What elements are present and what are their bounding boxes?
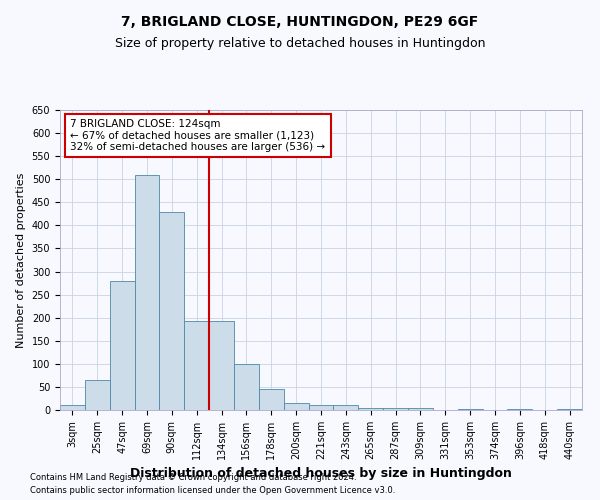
Bar (184, 321, 209, 410)
Bar (358, 408, 383, 410)
Bar (110, 281, 134, 410)
Bar (259, 389, 284, 410)
Bar (308, 406, 334, 410)
Bar (134, 174, 160, 410)
Text: Contains public sector information licensed under the Open Government Licence v3: Contains public sector information licen… (30, 486, 395, 495)
Bar (234, 364, 259, 410)
Bar (209, 321, 234, 410)
Text: Size of property relative to detached houses in Huntingdon: Size of property relative to detached ho… (115, 38, 485, 51)
Bar (508, 408, 532, 410)
Bar (160, 212, 184, 410)
Text: Contains HM Land Registry data © Crown copyright and database right 2024.: Contains HM Land Registry data © Crown c… (30, 474, 356, 482)
X-axis label: Distribution of detached houses by size in Huntingdon: Distribution of detached houses by size … (130, 468, 512, 480)
Bar (557, 408, 582, 410)
Text: 7 BRIGLAND CLOSE: 124sqm
← 67% of detached houses are smaller (1,123)
32% of sem: 7 BRIGLAND CLOSE: 124sqm ← 67% of detach… (70, 119, 326, 152)
Bar (60, 406, 85, 410)
Bar (85, 380, 110, 410)
Bar (458, 408, 482, 410)
Bar (383, 408, 408, 410)
Bar (284, 403, 308, 410)
Y-axis label: Number of detached properties: Number of detached properties (16, 172, 26, 348)
Bar (334, 406, 358, 410)
Bar (408, 408, 433, 410)
Text: 7, BRIGLAND CLOSE, HUNTINGDON, PE29 6GF: 7, BRIGLAND CLOSE, HUNTINGDON, PE29 6GF (121, 15, 479, 29)
